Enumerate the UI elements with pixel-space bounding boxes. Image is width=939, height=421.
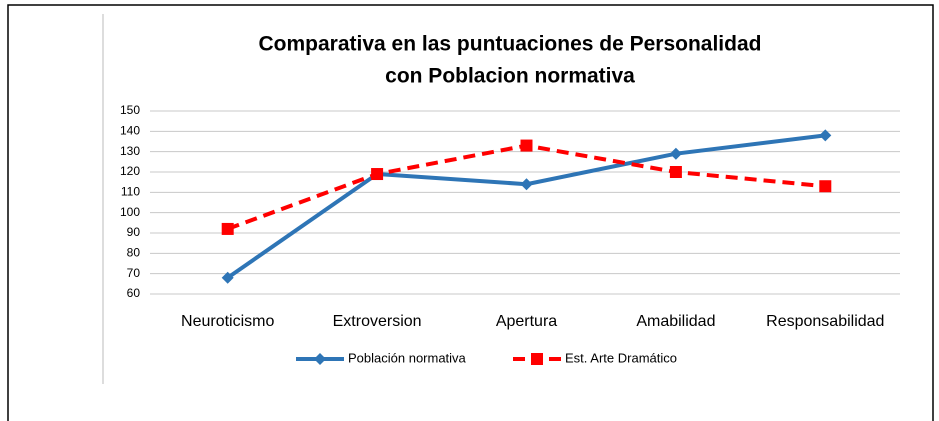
marker xyxy=(669,147,682,160)
y-tick-label: 100 xyxy=(120,205,140,219)
legend-label: Est. Arte Dramático xyxy=(565,350,677,365)
chart-title: con Poblacion normativa xyxy=(385,65,635,88)
y-tick-label: 60 xyxy=(127,286,141,300)
marker xyxy=(520,178,533,191)
y-tick-label: 130 xyxy=(120,144,140,158)
marker xyxy=(221,222,234,235)
y-tick-label: 120 xyxy=(120,164,140,178)
series-line xyxy=(226,133,826,280)
marker xyxy=(819,180,832,193)
y-tick-label: 80 xyxy=(127,246,141,260)
x-tick-label: Responsabilidad xyxy=(766,313,884,330)
legend-marker xyxy=(531,353,543,365)
chart-title: Comparativa en las puntuaciones de Perso… xyxy=(259,33,762,56)
marker xyxy=(520,139,533,152)
y-tick-label: 70 xyxy=(127,266,141,280)
x-tick-label: Neuroticismo xyxy=(181,313,274,330)
marker xyxy=(221,271,234,284)
frame xyxy=(7,4,934,421)
y-tick-label: 140 xyxy=(120,124,140,138)
marker xyxy=(371,168,384,181)
legend-label: Población normativa xyxy=(348,350,467,365)
x-tick-label: Extroversion xyxy=(333,313,422,330)
x-tick-label: Apertura xyxy=(496,313,557,330)
y-tick-label: 110 xyxy=(121,185,140,199)
y-tick-label: 150 xyxy=(120,103,140,117)
marker xyxy=(819,129,832,142)
x-tick-label: Amabilidad xyxy=(636,313,715,330)
y-tick-label: 90 xyxy=(127,225,141,239)
legend-marker xyxy=(314,353,326,365)
marker xyxy=(669,166,682,178)
